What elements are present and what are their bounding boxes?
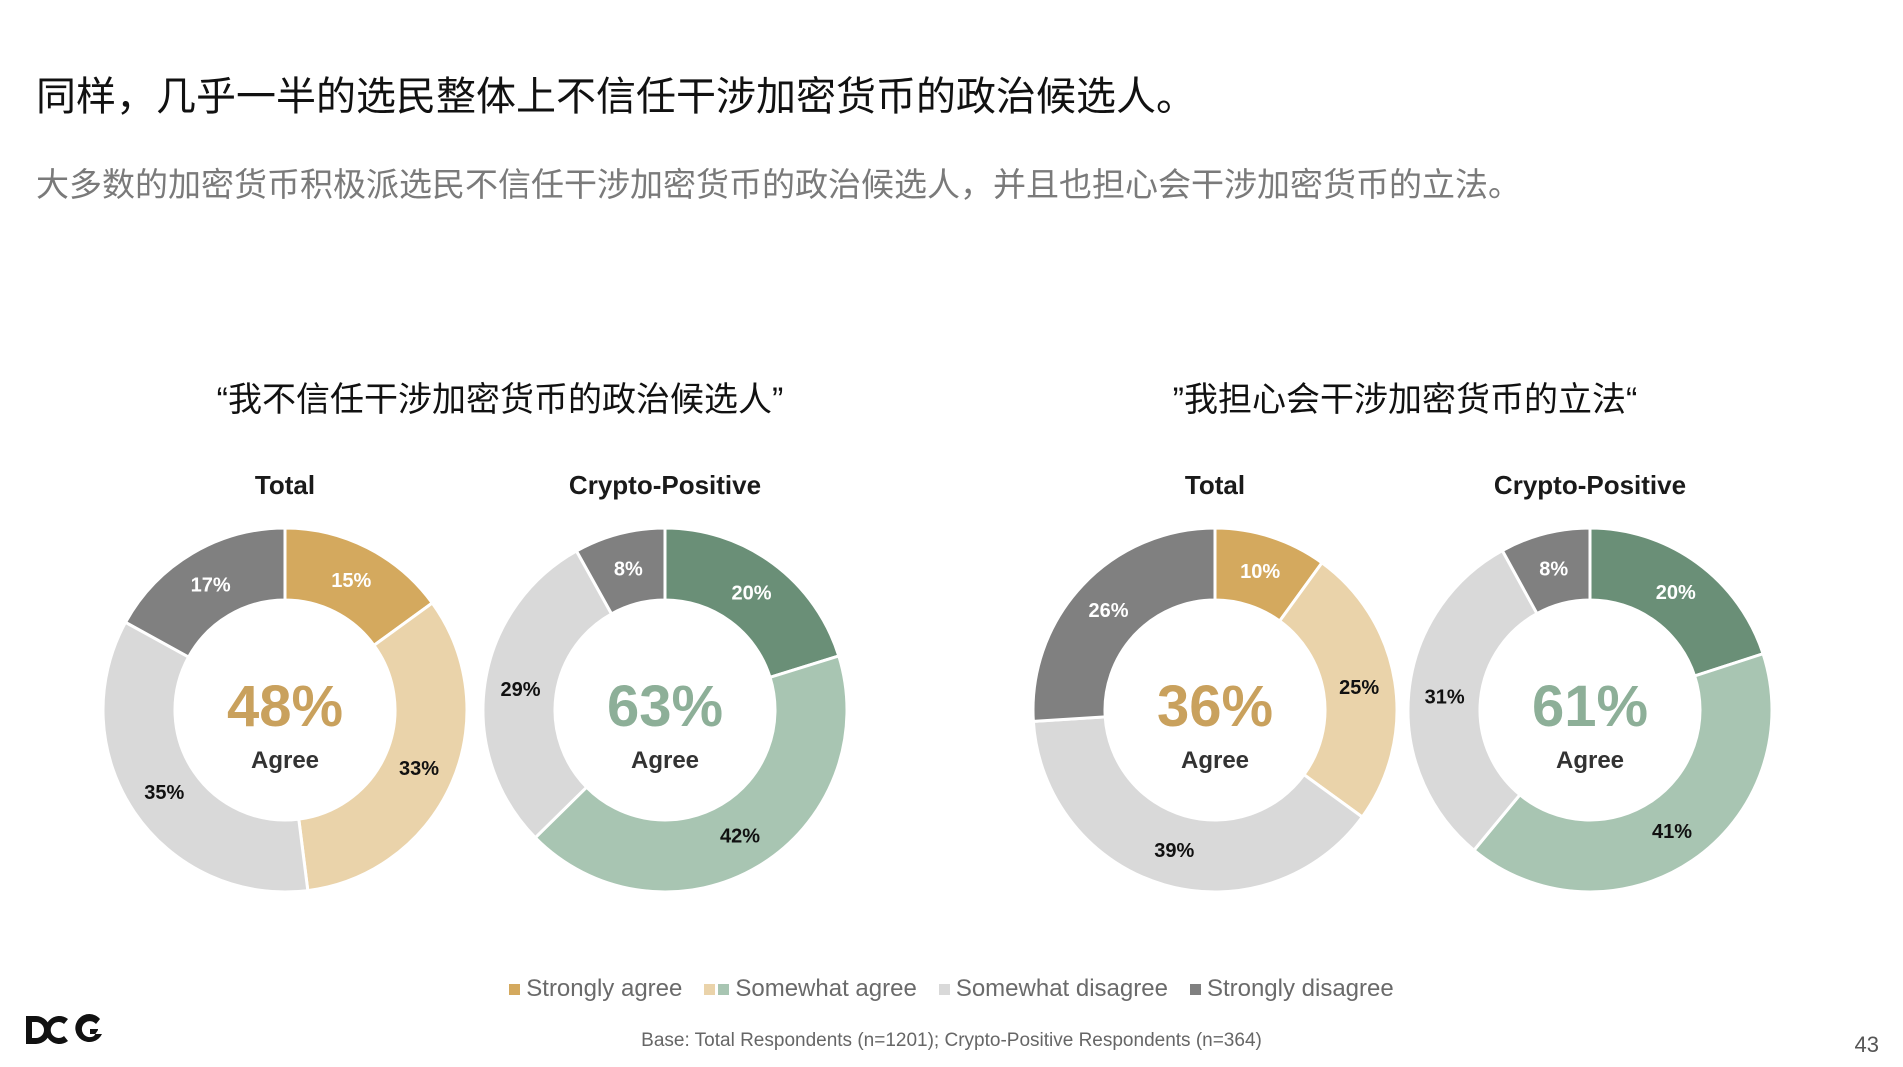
slice-data-label: 20% bbox=[1656, 582, 1696, 604]
donut-svg: 10% 25% 39% 26% 36% Agree bbox=[1031, 526, 1399, 894]
slice-data-label: 8% bbox=[614, 559, 643, 581]
slice-somewhat-disagree bbox=[1031, 715, 1365, 894]
legend-swatch bbox=[509, 983, 521, 995]
slice-somewhat-disagree bbox=[1406, 548, 1540, 853]
slice-data-label: 41% bbox=[1652, 821, 1692, 843]
chart-title: Crypto-Positive bbox=[1493, 470, 1687, 500]
slice-data-label: 29% bbox=[500, 679, 540, 701]
slice-strongly-disagree bbox=[123, 526, 287, 660]
slide-subtitle: 大多数的加密货币积极派选民不信任干涉加密货币的政治候选人，并且也担心会干涉加密货… bbox=[36, 166, 1521, 203]
legend-swatch-square bbox=[704, 983, 716, 995]
slice-data-label: 35% bbox=[144, 782, 184, 804]
slice-strongly-agree bbox=[1588, 526, 1765, 678]
slice-data-label: 25% bbox=[1339, 677, 1379, 699]
slice-somewhat-agree bbox=[533, 654, 849, 894]
center-agree-value: 36% bbox=[1157, 674, 1273, 739]
slice-somewhat-disagree bbox=[481, 548, 614, 840]
slice-data-label: 17% bbox=[191, 574, 231, 596]
center-agree-label: Agree bbox=[251, 747, 319, 774]
legend-swatch bbox=[704, 983, 730, 995]
chart-title: Total bbox=[254, 470, 316, 500]
page-number: 43 bbox=[1854, 1032, 1879, 1057]
legend-swatch bbox=[1189, 983, 1201, 995]
slice-somewhat-agree bbox=[297, 600, 469, 893]
legend-item-somewhat-disagree: Somewhat disagree bbox=[938, 975, 1168, 1003]
slice-strongly-agree bbox=[663, 526, 841, 680]
donut-chart-legislation-total: Total 10% 25% 39% 26% 36% Agree bbox=[1025, 470, 1405, 910]
legend-item-strongly-agree: Strongly agree bbox=[509, 975, 682, 1003]
donut-chart-distrust-crypto-positive: Crypto-Positive 20% 42% 29% 8% 63% Agree bbox=[475, 470, 855, 910]
legend-label: Strongly disagree bbox=[1206, 975, 1394, 1002]
legend-swatch-square bbox=[1189, 983, 1201, 995]
slice-strongly-disagree bbox=[574, 526, 667, 616]
center-agree-label: Agree bbox=[1556, 747, 1624, 774]
base-note: Base: Total Respondents (n=1201); Crypto… bbox=[641, 1030, 1262, 1051]
donut-svg: 20% 42% 29% 8% 63% Agree bbox=[481, 526, 849, 894]
legend-label: Strongly agree bbox=[526, 975, 683, 1002]
slice-data-label: 20% bbox=[732, 582, 772, 604]
donut-svg: 20% 41% 31% 8% 61% Agree bbox=[1406, 526, 1774, 894]
legend-label: Somewhat disagree bbox=[955, 975, 1168, 1002]
legend-swatch-square bbox=[509, 983, 521, 995]
dcg-logo bbox=[24, 1010, 106, 1055]
legend-label: Somewhat agree bbox=[735, 975, 917, 1002]
slice-data-label: 42% bbox=[720, 825, 760, 847]
slice-data-label: 39% bbox=[1154, 840, 1194, 862]
center-agree-label: Agree bbox=[1181, 747, 1249, 774]
slice-strongly-disagree bbox=[1500, 526, 1592, 616]
slice-data-label: 15% bbox=[331, 570, 371, 592]
dcg-logo-icon bbox=[26, 1014, 102, 1044]
slice-somewhat-disagree bbox=[101, 620, 310, 894]
legend: Strongly agree Somewhat agree Somewhat d… bbox=[0, 975, 1903, 1003]
chart-title: Crypto-Positive bbox=[568, 470, 762, 500]
slice-data-label: 8% bbox=[1539, 559, 1568, 581]
center-agree-value: 48% bbox=[227, 674, 343, 739]
slice-somewhat-agree bbox=[1277, 560, 1399, 820]
slice-somewhat-agree bbox=[1471, 651, 1774, 894]
legend-swatch-square bbox=[718, 983, 730, 995]
donut-chart-distrust-total: Total 15% 33% 35% 17% 48% Agree bbox=[95, 470, 475, 910]
slice-data-label: 10% bbox=[1240, 561, 1280, 583]
group-title-legislation-worry: ”我担心会干涉加密货币的立法“ bbox=[1172, 381, 1638, 419]
slide-title: 同样，几乎一半的选民整体上不信任干涉加密货币的政治候选人。 bbox=[36, 75, 1196, 119]
legend-item-somewhat-agree: Somewhat agree bbox=[704, 975, 917, 1003]
center-agree-label: Agree bbox=[631, 747, 699, 774]
group-title-distrust-candidates: “我不信任干涉加密货币的政治候选人” bbox=[216, 381, 784, 419]
center-agree-value: 61% bbox=[1532, 674, 1648, 739]
chart-title: Total bbox=[1184, 470, 1246, 500]
center-agree-value: 63% bbox=[607, 674, 723, 739]
donut-svg: 15% 33% 35% 17% 48% Agree bbox=[101, 526, 469, 894]
legend-swatch bbox=[938, 983, 950, 995]
donut-chart-legislation-crypto-positive: Crypto-Positive 20% 41% 31% 8% 61% Agree bbox=[1400, 470, 1780, 910]
slice-strongly-disagree bbox=[1031, 526, 1217, 724]
slice-data-label: 33% bbox=[399, 758, 439, 780]
legend-item-strongly-disagree: Strongly disagree bbox=[1189, 975, 1394, 1003]
slice-data-label: 31% bbox=[1425, 686, 1465, 708]
legend-swatch-square bbox=[938, 983, 950, 995]
slice-data-label: 26% bbox=[1089, 600, 1129, 622]
